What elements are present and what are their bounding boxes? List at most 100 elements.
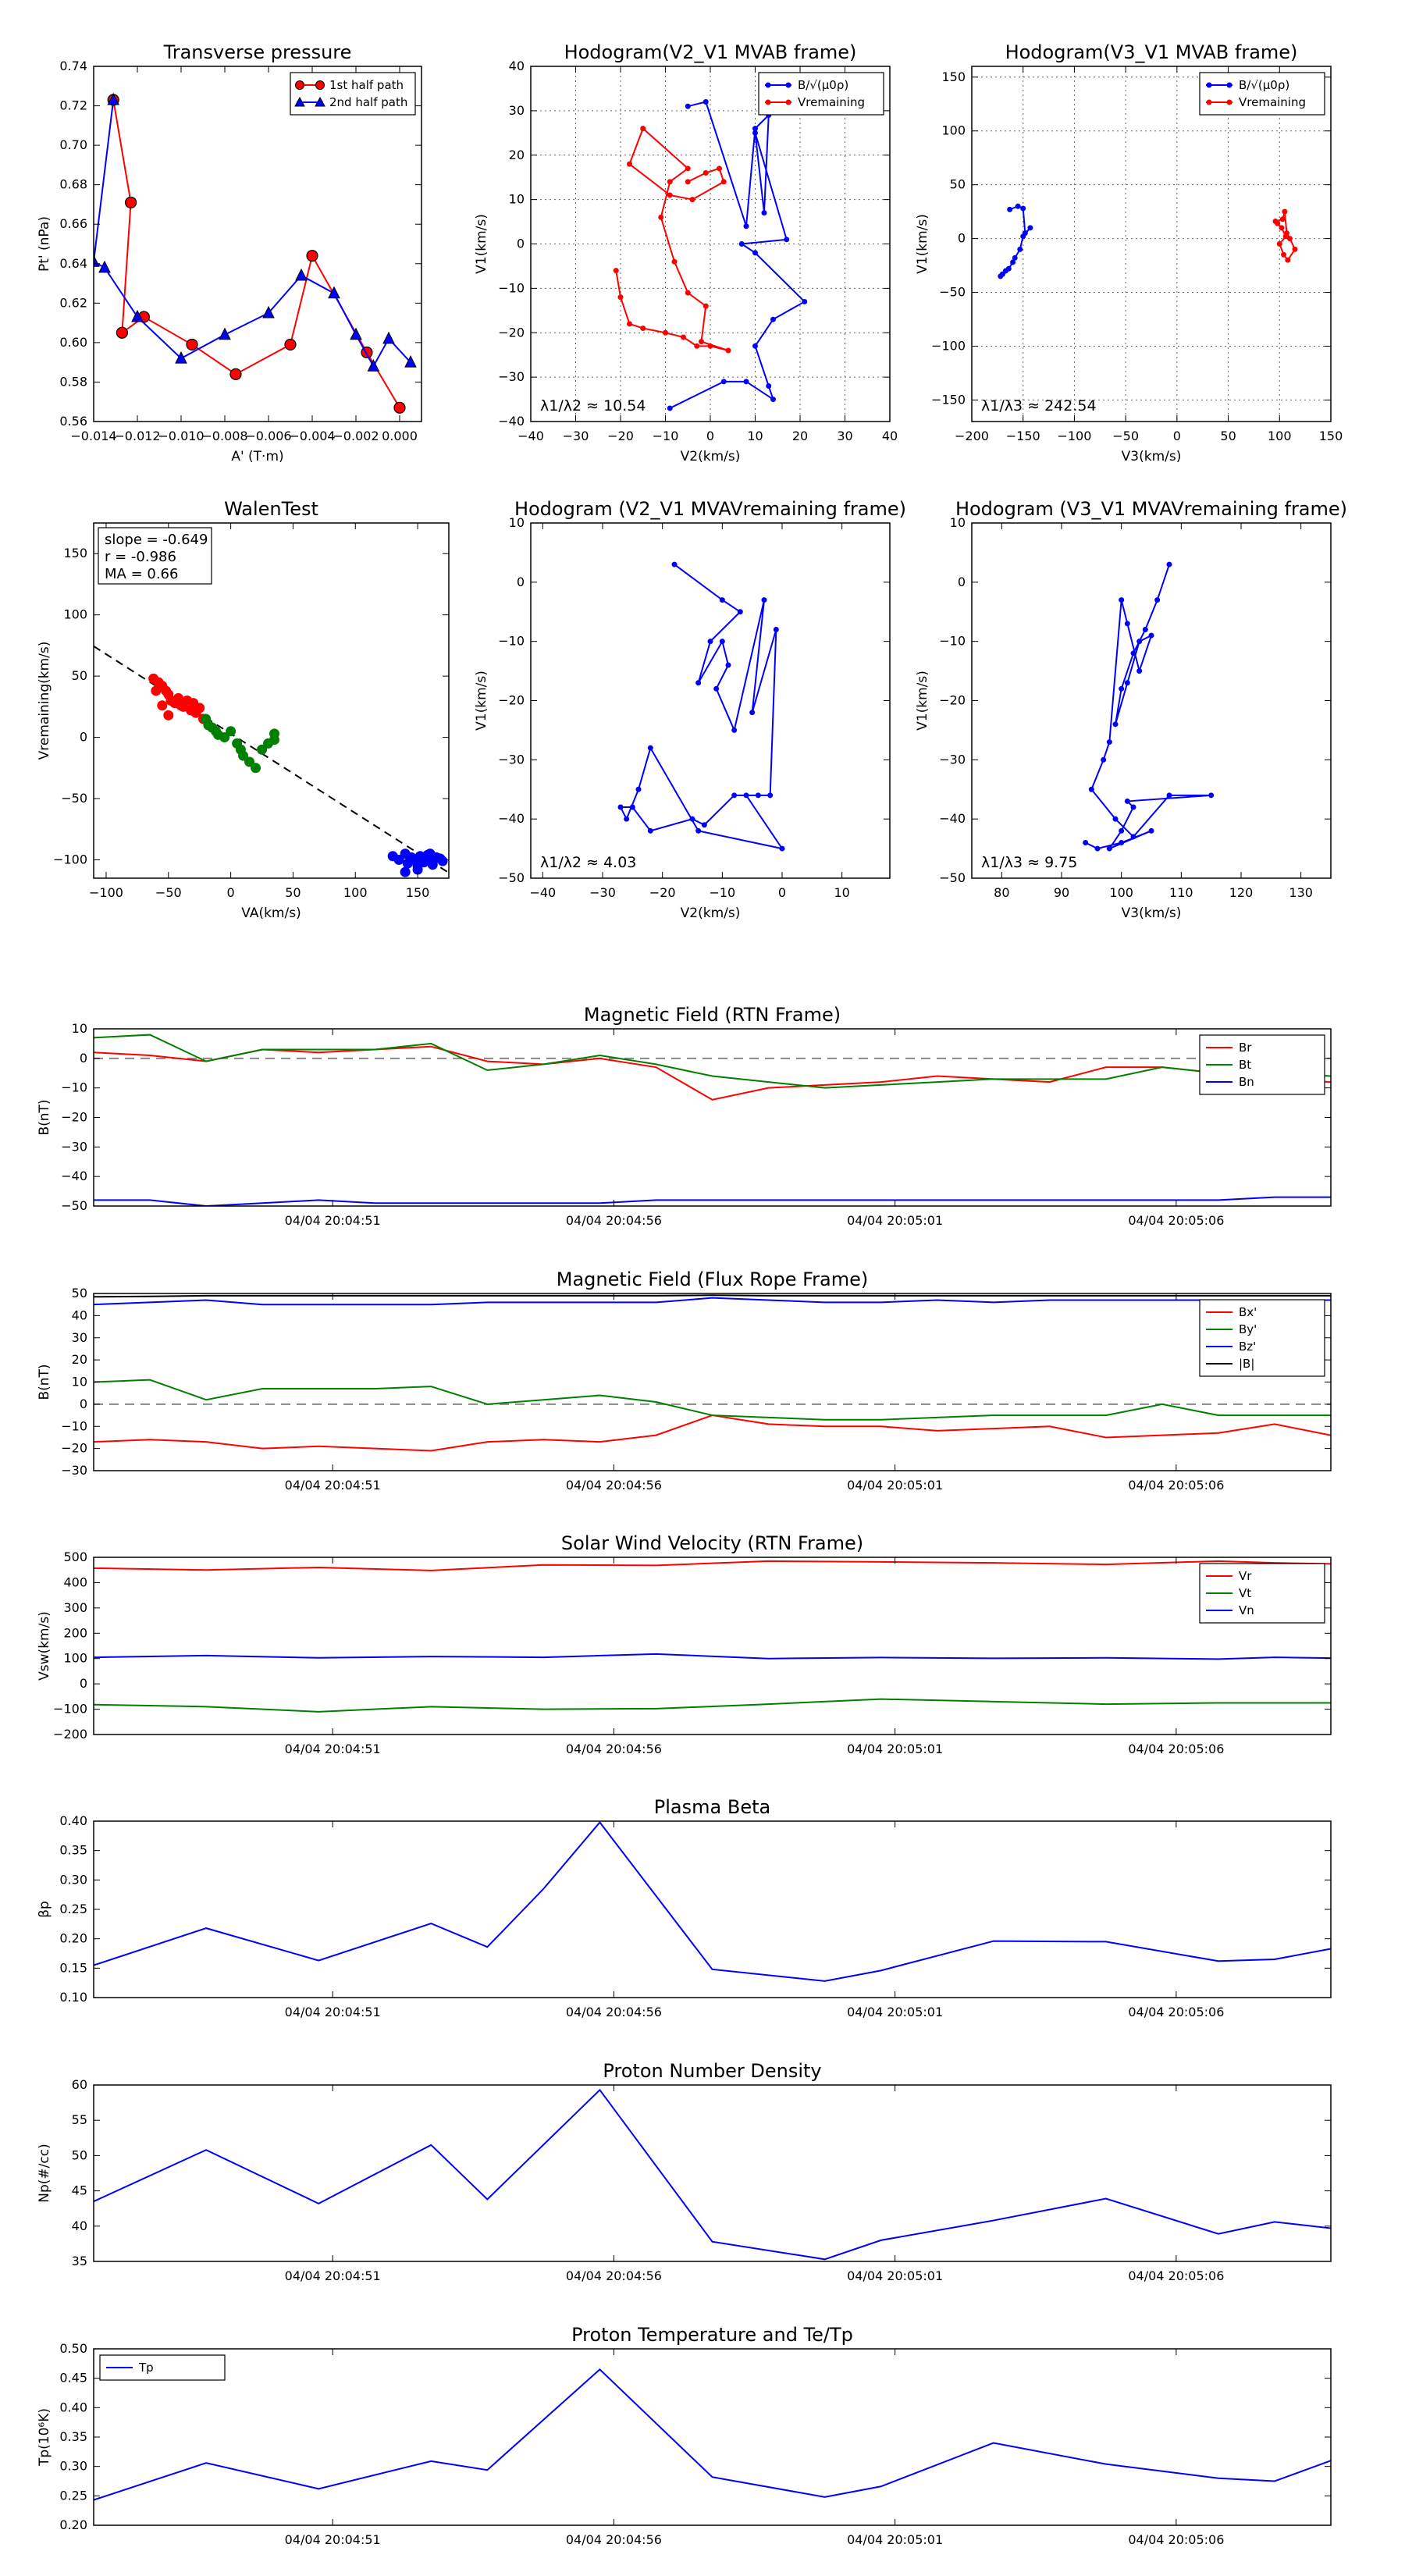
series-line-0 xyxy=(94,2088,1331,2261)
data-point xyxy=(725,347,731,354)
data-point xyxy=(1282,233,1289,240)
y-tick-label: −30 xyxy=(61,1139,87,1154)
plot-area xyxy=(94,92,417,414)
legend-marker xyxy=(765,99,771,105)
x-tick-label: 04/04 20:05:06 xyxy=(1128,1213,1224,1228)
data-point xyxy=(681,334,686,340)
data-point xyxy=(766,383,772,389)
chart-hodo3: −40 −30 −20 −10 0 10−50−40−30−20−10010Hodogra… xyxy=(474,498,906,921)
y-axis-label: Pt' (nPa) xyxy=(37,216,52,272)
y-tick-label: 0.45 xyxy=(59,2371,87,2386)
data-point xyxy=(784,237,790,243)
data-point xyxy=(752,126,758,132)
data-point xyxy=(617,804,624,810)
legend-marker xyxy=(1226,99,1232,105)
chart-title: Proton Number Density xyxy=(603,2060,821,2082)
data-point xyxy=(269,728,279,739)
data-point xyxy=(635,786,642,792)
chart-title: Magnetic Field (RTN Frame) xyxy=(584,1004,841,1026)
data-point xyxy=(116,326,128,339)
x-tick-label: 10 xyxy=(834,885,849,900)
y-tick-label: 55 xyxy=(72,2112,87,2127)
axes-frame xyxy=(93,1557,1332,1735)
data-point xyxy=(720,379,727,385)
y-tick-label: −10 xyxy=(61,1080,87,1095)
y-tick-label: −30 xyxy=(498,752,525,767)
data-point xyxy=(1015,203,1021,209)
legend-label: |B| xyxy=(1239,1357,1254,1371)
data-point xyxy=(667,179,673,185)
legend-marker xyxy=(1206,99,1212,105)
legend-label: B/√(μ0ρ) xyxy=(1239,78,1289,92)
data-point xyxy=(770,316,776,322)
data-point xyxy=(400,866,411,877)
data-point xyxy=(1124,798,1130,804)
x-tick-label: 04/04 20:04:51 xyxy=(285,1478,381,1493)
legend-label: Vt xyxy=(1239,1586,1251,1600)
y-tick-label: −50 xyxy=(61,791,87,806)
data-point xyxy=(702,303,709,309)
series-line-0 xyxy=(94,2368,1331,2501)
data-point xyxy=(743,223,749,229)
data-point xyxy=(295,268,308,281)
x-tick-label: 50 xyxy=(285,885,301,900)
y-tick-label: 0.58 xyxy=(59,374,87,389)
data-point xyxy=(647,745,653,751)
data-point xyxy=(229,368,242,380)
x-tick-label: 120 xyxy=(1229,885,1254,900)
y-axis-label: Tp(10⁶K) xyxy=(37,2408,52,2467)
data-point xyxy=(1286,236,1293,242)
data-point xyxy=(752,130,758,136)
y-tick-label: −20 xyxy=(61,1441,87,1456)
data-point xyxy=(1088,786,1094,792)
x-tick-label: −0.012 xyxy=(114,429,160,443)
chart-beta: 04/04 20:04:51 04/04 20:04:56 04/04 20:05:… xyxy=(37,1796,1332,2019)
legend-label: Bx' xyxy=(1239,1305,1257,1319)
data-point xyxy=(131,309,144,322)
chart-tp: −0.014−0.012−0.010−0.008−0.006−0.004−0.0… xyxy=(37,41,422,464)
y-tick-label: 10 xyxy=(72,1375,87,1389)
x-tick-label: 04/04 20:05:01 xyxy=(847,2268,943,2283)
data-point xyxy=(761,210,767,216)
data-point xyxy=(752,343,758,349)
x-tick-label: 04/04 20:05:01 xyxy=(847,1478,943,1493)
data-point xyxy=(1124,621,1130,627)
data-point xyxy=(707,343,713,349)
y-tick-label: 50 xyxy=(72,668,87,683)
x-tick-label: −0.002 xyxy=(333,429,379,443)
data-point xyxy=(1282,208,1288,215)
y-tick-label: 150 xyxy=(63,546,87,560)
data-point xyxy=(238,750,249,761)
y-tick-label: 20 xyxy=(509,148,525,162)
x-tick-label: −50 xyxy=(155,885,182,900)
data-point xyxy=(701,822,707,828)
y-tick-label: 35 xyxy=(72,2254,87,2268)
y-tick-label: 100 xyxy=(63,1651,87,1666)
data-point xyxy=(779,845,785,852)
stats-line: MA = 0.66 xyxy=(105,566,178,582)
data-point xyxy=(767,792,774,799)
x-tick-label: 100 xyxy=(343,885,368,900)
data-point xyxy=(1136,668,1143,674)
chart-annotation: λ1/λ2 ≈ 10.54 xyxy=(540,397,646,415)
x-tick-label: 04/04 20:04:51 xyxy=(285,2268,381,2283)
legend-label: By' xyxy=(1239,1322,1257,1336)
data-point xyxy=(761,597,767,603)
data-point xyxy=(1154,597,1161,603)
chart-title: Plasma Beta xyxy=(654,1796,770,1818)
data-point xyxy=(219,732,230,743)
data-point xyxy=(647,827,653,834)
x-tick-label: 0 xyxy=(1173,429,1181,443)
data-point xyxy=(1106,739,1112,745)
y-tick-label: 0.25 xyxy=(59,1902,87,1916)
y-tick-label: 100 xyxy=(941,123,966,138)
series-line-0 xyxy=(112,99,400,408)
series-line-0 xyxy=(619,564,784,850)
data-point xyxy=(749,710,756,716)
y-tick-label: 0 xyxy=(80,1397,87,1411)
data-point xyxy=(773,627,779,632)
data-point xyxy=(755,792,761,799)
chart-annotation: λ1/λ3 ≈ 9.75 xyxy=(981,854,1077,871)
x-tick-label: 20 xyxy=(792,429,808,443)
legend-label: B/√(μ0ρ) xyxy=(798,78,848,92)
